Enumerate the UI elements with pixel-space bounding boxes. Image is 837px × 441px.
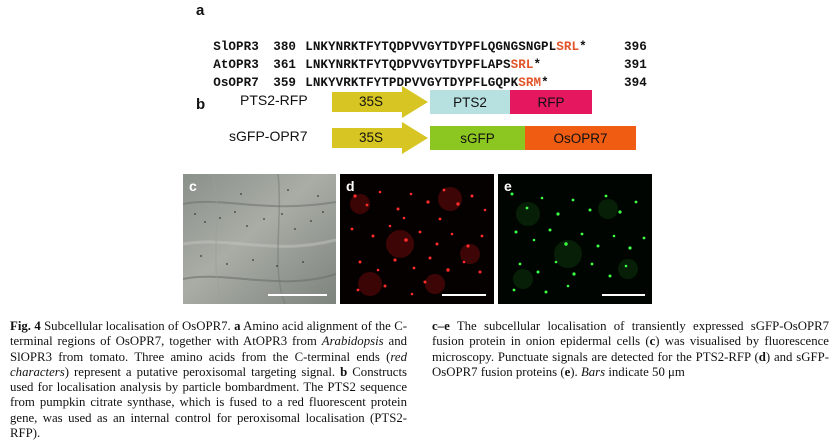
figure-caption-right: c–e The subcellular localisation of tran… bbox=[432, 319, 829, 380]
brightfield-image bbox=[183, 174, 336, 304]
micrograph-c: c bbox=[183, 174, 336, 304]
alignment-seq: LNKYNRKTFYTQDPVVGYTDYPFLAPS bbox=[305, 58, 511, 72]
alignment-pts: SRL bbox=[556, 40, 580, 54]
alignment-start: 359 bbox=[273, 76, 297, 90]
construct-name-pts2-rfp: PTS2-RFP bbox=[240, 92, 308, 108]
caption-text: ). bbox=[570, 364, 578, 379]
panel-label-a: a bbox=[196, 2, 205, 19]
alignment-name: SlOPR3 bbox=[213, 40, 259, 54]
caption-text: ) represent a putative peroxisomal targe… bbox=[64, 364, 336, 379]
alignment-end: 391 bbox=[624, 58, 647, 72]
caption-text: ) was visualised by fluorescence microsc… bbox=[432, 334, 829, 364]
alignment-star: * bbox=[579, 40, 587, 54]
alignment-row-atopr3: AtOPR3 361 LNKYNRKTFYTQDPVVGYTDYPFLAPSSRL*… bbox=[198, 44, 658, 72]
caption-fig-label: Fig. 4 bbox=[10, 319, 41, 333]
alignment-row-slopr3: SlOPR3 380 LNKYNRKTFYTQDPVVGYTDYPFLQGNGSNG… bbox=[198, 26, 658, 54]
alignment-pts: SRM bbox=[518, 76, 542, 90]
caption-text: The subcellular localisation of transien… bbox=[432, 319, 830, 349]
promoter-arrow-2 bbox=[332, 122, 428, 154]
caption-italic: red characters bbox=[10, 349, 407, 379]
caption-b-label: b bbox=[340, 364, 348, 379]
panel-label-c: c bbox=[189, 178, 197, 194]
segment-sgfp: sGFP bbox=[430, 126, 525, 150]
segment-rfp: RFP bbox=[510, 90, 592, 114]
caption-text: Constructs used for localisation analysi… bbox=[10, 364, 408, 441]
alignment-end: 396 bbox=[624, 40, 647, 54]
alignment-row-osopr7: OsOPR7 359 LNKYVRKTFYTPDPVVGYTDYPFLGQPKSRM… bbox=[198, 62, 658, 90]
caption-ce-label: c–e bbox=[432, 319, 450, 333]
caption-e-ref: e bbox=[564, 364, 571, 379]
alignment-star: * bbox=[541, 76, 549, 90]
construct-name-sgfp-opr7: sGFP-OPR7 bbox=[229, 128, 308, 144]
alignment-end: 394 bbox=[624, 76, 647, 90]
caption-text: indicate 50 μm bbox=[608, 364, 685, 379]
promoter-label-2: 35S bbox=[359, 130, 384, 145]
figure-caption-left: Fig. 4 Subcellular localisation of OsOPR… bbox=[10, 319, 407, 441]
caption-c-ref: c bbox=[649, 334, 656, 349]
alignment-name: OsOPR7 bbox=[213, 76, 259, 90]
alignment-seq: LNKYNRKTFYTQDPVVGYTDYPFLQGNGSNGPL bbox=[305, 40, 557, 54]
segment-pts2: PTS2 bbox=[430, 90, 510, 114]
panel-label-e: e bbox=[504, 178, 512, 194]
micrograph-d: d bbox=[340, 174, 494, 304]
caption-title: Subcellular localisation of OsOPR7. bbox=[44, 319, 231, 333]
promoter-label-1: 35S bbox=[359, 94, 384, 109]
alignment-start: 361 bbox=[273, 58, 297, 72]
gfp-fluorescence-image bbox=[498, 174, 652, 304]
caption-a-label: a bbox=[234, 319, 241, 333]
micrograph-e: e bbox=[498, 174, 652, 304]
alignment-start: 380 bbox=[273, 40, 297, 54]
caption-d-ref: d bbox=[758, 349, 766, 364]
segment-osopr7: OsOPR7 bbox=[525, 126, 636, 150]
alignment-pts: SRL bbox=[510, 58, 534, 72]
caption-text: ) and sGFP-OsOPR7 fusion proteins ( bbox=[432, 349, 829, 379]
promoter-arrow-1 bbox=[332, 86, 428, 118]
caption-italic: Bars bbox=[580, 364, 606, 379]
caption-italic: Arabidopsis bbox=[321, 334, 384, 349]
alignment-star: * bbox=[533, 58, 542, 72]
panel-label-b: b bbox=[196, 96, 206, 113]
alignment-name: AtOPR3 bbox=[213, 58, 259, 72]
rfp-fluorescence-image bbox=[340, 174, 494, 304]
alignment-seq: LNKYVRKTFYTPDPVVGYTDYPFLGQPK bbox=[305, 76, 519, 90]
caption-text: and SlOPR3 from tomato. Three amino acid… bbox=[10, 334, 407, 364]
caption-text: Amino acid alignment of the C-terminal r… bbox=[10, 319, 407, 349]
panel-label-d: d bbox=[346, 178, 355, 194]
